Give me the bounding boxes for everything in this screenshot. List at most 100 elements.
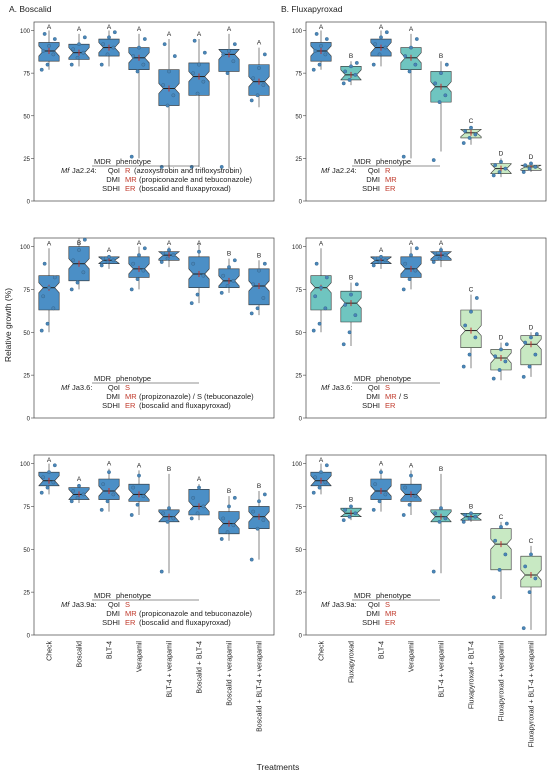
data-point (232, 495, 237, 500)
data-point (373, 42, 378, 47)
data-point (255, 93, 260, 98)
data-point (251, 282, 256, 287)
mdr-fungicide: DMI (366, 609, 380, 618)
data-point (71, 47, 76, 52)
data-point (159, 569, 164, 574)
significance-label: A (197, 240, 202, 247)
data-point (493, 354, 498, 359)
significance-label: D (499, 335, 504, 342)
significance-label: B (167, 466, 171, 473)
category-label: Check (47, 641, 54, 661)
box (520, 335, 542, 366)
data-point (317, 321, 322, 326)
significance-label: B (77, 240, 81, 247)
mdr-fungicide: DMI (106, 609, 120, 618)
data-point (433, 81, 438, 86)
data-point (77, 248, 81, 252)
data-point (192, 38, 197, 43)
mdr-phenotype: ER (385, 618, 396, 627)
data-point (221, 273, 226, 278)
data-point (129, 154, 134, 159)
panel: 0 25 50 75 100 A B A A A A B B MDR phenotype Mf Ja3.6: Qo… (20, 237, 275, 423)
data-point (353, 511, 358, 516)
significance-label: A (227, 26, 232, 33)
data-point (135, 277, 140, 282)
data-point (249, 311, 254, 316)
data-point (167, 506, 171, 511)
box-2: A (370, 461, 392, 512)
data-point (195, 292, 200, 297)
data-point (443, 253, 448, 258)
mdr-phenotype: ER (125, 401, 136, 410)
data-point (135, 69, 140, 74)
box-4: B (430, 53, 452, 162)
significance-label: A (47, 240, 52, 247)
data-point (232, 42, 237, 47)
data-point (371, 507, 376, 512)
box-3: A (128, 240, 150, 292)
panel-frame (33, 21, 275, 202)
data-point (195, 511, 200, 516)
box-2: A (98, 24, 120, 67)
mdr-annotation: MDR phenotype Mf Ja3.9a: QoI S DMI MR (propicona… (61, 591, 252, 627)
data-point (469, 309, 473, 314)
data-point (191, 71, 196, 76)
data-point (311, 328, 316, 333)
y-tick-label: 0 (27, 417, 31, 423)
data-point (431, 569, 436, 574)
data-point (47, 285, 51, 290)
data-point (52, 463, 57, 468)
mdr-phenotype: S (125, 383, 130, 392)
data-point (52, 37, 57, 41)
y-tick-label: 100 (292, 29, 303, 35)
box-7: D (520, 324, 542, 379)
y-tick-label: 100 (20, 462, 31, 468)
data-point (473, 514, 478, 519)
box-3: A (400, 26, 422, 159)
data-point (409, 45, 413, 50)
data-point (189, 516, 194, 521)
mdr-phenotype: MR (385, 175, 397, 184)
data-point (413, 268, 418, 273)
data-point (379, 35, 383, 40)
y-tick-label: 25 (23, 374, 30, 380)
mdr-fungicide: SDHI (102, 184, 120, 193)
data-point (161, 251, 166, 256)
data-point (377, 499, 382, 504)
data-point (503, 166, 508, 171)
data-point (69, 62, 74, 67)
mdr-phenotype: S (125, 600, 130, 609)
isolate-prefix: Mf (61, 166, 70, 175)
data-point (311, 490, 316, 495)
significance-label: A (47, 457, 52, 464)
significance-label: A (409, 462, 414, 469)
data-point (201, 504, 206, 509)
panel-frame (305, 454, 547, 636)
data-point (523, 340, 528, 345)
box-4: B (158, 466, 180, 574)
data-point (77, 42, 81, 47)
data-point (137, 45, 141, 50)
mdr-phenotype: MR (385, 609, 397, 618)
data-point (71, 489, 76, 493)
data-point (371, 62, 376, 67)
data-point (171, 93, 176, 98)
data-point (137, 253, 141, 258)
y-tick-label: 100 (292, 462, 303, 468)
data-point (39, 328, 44, 333)
data-point (52, 275, 57, 280)
y-tick-label: 75 (295, 505, 302, 511)
data-point (261, 518, 266, 523)
mdr-note: (propiconazole and tebuconazole) (139, 609, 252, 618)
data-point (231, 278, 236, 283)
box-6: C (490, 514, 512, 600)
box-5: C (460, 287, 482, 369)
data-point (225, 284, 230, 288)
significance-label: C (499, 514, 504, 521)
significance-label: A (167, 240, 172, 247)
isolate-name: Ja3.9a: (72, 600, 97, 609)
mdr-fungicide: SDHI (102, 618, 120, 627)
box-6: B (218, 488, 240, 541)
data-point (497, 170, 502, 174)
data-point (521, 374, 526, 379)
